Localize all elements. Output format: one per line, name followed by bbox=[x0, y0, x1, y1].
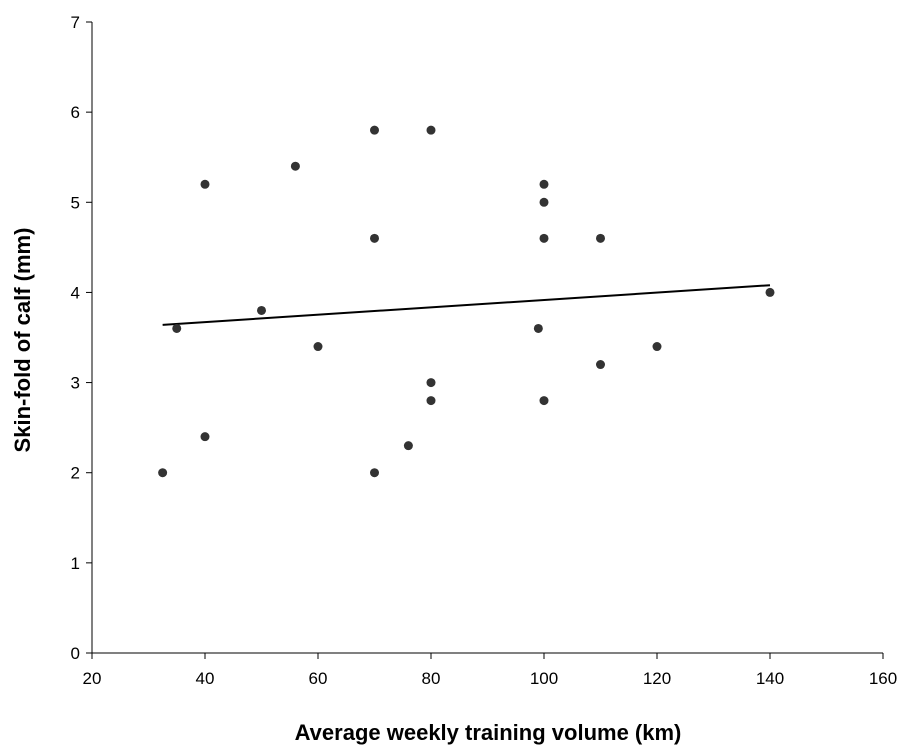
data-point bbox=[426, 125, 436, 135]
data-point bbox=[403, 441, 413, 451]
y-axis-title: Skin-fold of calf (mm) bbox=[10, 228, 35, 453]
x-axis: 20 40 60 80 100 120 140 160 bbox=[83, 652, 897, 688]
y-tick-label: 0 bbox=[71, 644, 80, 663]
x-ticks: 20 40 60 80 100 120 140 160 bbox=[83, 653, 897, 688]
data-point bbox=[539, 233, 549, 243]
y-tick-label: 4 bbox=[71, 283, 80, 302]
y-tick-label: 5 bbox=[71, 193, 80, 212]
x-tick-label: 100 bbox=[530, 669, 558, 688]
data-point bbox=[172, 323, 182, 333]
data-point bbox=[370, 233, 379, 243]
x-tick-label: 80 bbox=[422, 669, 441, 688]
data-point bbox=[370, 125, 379, 135]
data-point bbox=[539, 197, 549, 207]
y-tick-label: 3 bbox=[71, 374, 80, 393]
y-ticks: 0 1 2 3 4 5 6 7 bbox=[71, 13, 92, 663]
data-point bbox=[158, 468, 168, 478]
data-point bbox=[596, 233, 605, 243]
data-point bbox=[765, 287, 775, 297]
x-tick-label: 120 bbox=[643, 669, 671, 688]
y-tick-label: 7 bbox=[71, 13, 80, 32]
data-point bbox=[257, 305, 266, 315]
y-axis: 0 1 2 3 4 5 6 7 bbox=[71, 13, 93, 663]
x-tick-label: 40 bbox=[196, 669, 215, 688]
data-point bbox=[596, 360, 605, 370]
trend-line bbox=[162, 284, 771, 326]
data-point bbox=[426, 396, 436, 406]
data-point bbox=[290, 161, 300, 171]
data-point bbox=[200, 179, 210, 189]
x-axis-title: Average weekly training volume (km) bbox=[295, 720, 682, 745]
y-tick-label: 1 bbox=[71, 554, 80, 573]
data-point bbox=[539, 396, 549, 406]
data-point bbox=[200, 432, 210, 442]
y-tick-label: 6 bbox=[71, 103, 80, 122]
x-tick-label: 160 bbox=[869, 669, 897, 688]
data-point bbox=[539, 179, 549, 189]
data-points bbox=[158, 125, 775, 478]
data-point bbox=[370, 468, 379, 478]
x-tick-label: 60 bbox=[309, 669, 328, 688]
data-point bbox=[313, 342, 323, 352]
x-tick-label: 20 bbox=[83, 669, 102, 688]
data-point bbox=[533, 323, 543, 333]
data-point bbox=[652, 342, 662, 352]
y-tick-label: 2 bbox=[71, 464, 80, 483]
data-point bbox=[426, 378, 436, 388]
x-tick-label: 140 bbox=[756, 669, 784, 688]
